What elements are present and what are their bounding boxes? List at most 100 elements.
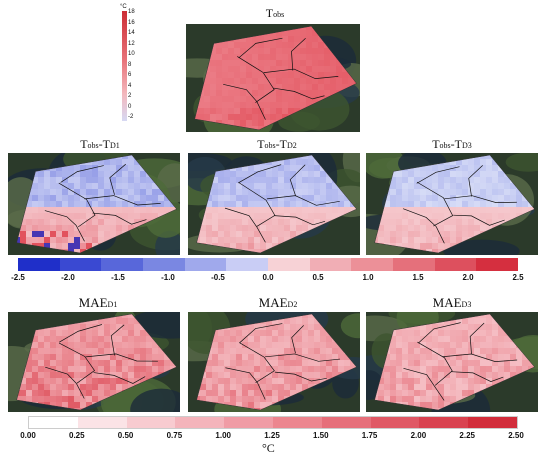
data-cell	[396, 384, 402, 390]
country-border	[417, 341, 453, 386]
data-cell	[92, 201, 98, 207]
data-cell	[110, 213, 116, 219]
data-cell	[62, 330, 68, 336]
domain-outline	[196, 154, 357, 254]
data-cell	[260, 402, 266, 408]
data-cell	[278, 189, 284, 195]
data-cell	[56, 213, 62, 219]
data-cell	[264, 78, 270, 84]
data-cell	[414, 195, 420, 201]
data-cell	[300, 48, 306, 54]
data-cell	[38, 336, 44, 342]
scale-tick: 14	[128, 30, 135, 36]
data-cell	[486, 384, 492, 390]
data-cell	[44, 336, 50, 342]
data-cell	[378, 378, 384, 384]
data-cell	[128, 372, 134, 378]
data-cell	[98, 207, 104, 213]
data-cell	[98, 348, 104, 354]
data-cell	[222, 84, 228, 90]
data-cell	[306, 72, 312, 78]
data-cell	[492, 378, 498, 384]
data-cell	[98, 159, 104, 165]
data-cell	[242, 165, 248, 171]
data-cell	[140, 189, 146, 195]
data-cell	[74, 189, 80, 195]
scale-tick: 6	[128, 72, 132, 78]
data-cell	[248, 354, 254, 360]
data-cell	[80, 225, 86, 231]
data-cell	[420, 348, 426, 354]
terrain-patch	[130, 388, 180, 412]
data-cell	[468, 366, 474, 372]
data-cell	[218, 372, 224, 378]
data-cell	[38, 390, 44, 396]
data-cell	[314, 318, 320, 324]
data-cell	[432, 219, 438, 225]
data-cell	[116, 318, 122, 324]
data-cell	[432, 366, 438, 372]
data-cell	[92, 360, 98, 366]
data-cell	[80, 195, 86, 201]
data-cell	[80, 165, 86, 171]
data-cell	[522, 201, 528, 207]
data-cell	[140, 366, 146, 372]
data-cell	[296, 342, 302, 348]
data-cell	[462, 189, 468, 195]
data-cell	[212, 372, 218, 378]
data-cell	[44, 219, 50, 225]
data-cell	[260, 396, 266, 402]
data-cell	[438, 330, 444, 336]
data-cell	[134, 207, 140, 213]
data-cell	[254, 213, 260, 219]
data-cell	[234, 90, 240, 96]
data-cell	[504, 183, 510, 189]
data-cell	[438, 231, 444, 237]
colorbar-label: 2.50	[508, 431, 524, 440]
data-cell	[318, 78, 324, 84]
data-cell	[302, 213, 308, 219]
data-cell	[98, 183, 104, 189]
data-cell	[230, 360, 236, 366]
data-cell	[498, 201, 504, 207]
data-cell	[248, 360, 254, 366]
data-cell	[68, 360, 74, 366]
data-cell	[492, 177, 498, 183]
data-cell	[332, 207, 338, 213]
country-border	[273, 215, 326, 226]
colorbar-label: -1.0	[161, 273, 175, 282]
data-cell	[414, 171, 420, 177]
data-cell	[74, 336, 80, 342]
data-cell	[224, 342, 230, 348]
data-cell	[206, 195, 212, 201]
data-cell	[444, 189, 450, 195]
data-cell	[86, 207, 92, 213]
data-cell	[462, 165, 468, 171]
data-cell	[320, 348, 326, 354]
data-cell	[308, 165, 314, 171]
data-cell	[116, 336, 122, 342]
data-cell	[312, 66, 318, 72]
data-cell	[240, 96, 246, 102]
data-cell	[450, 366, 456, 372]
data-cell	[50, 402, 56, 408]
data-cell	[390, 342, 396, 348]
scale-unit: °C	[120, 4, 127, 10]
data-cell	[228, 66, 234, 72]
data-cell	[266, 348, 272, 354]
data-cell	[266, 165, 272, 171]
data-cell	[444, 324, 450, 330]
data-cell	[152, 213, 158, 219]
data-cell	[320, 330, 326, 336]
data-cell	[230, 330, 236, 336]
data-cell	[318, 96, 324, 102]
data-cell	[198, 102, 204, 108]
data-cell	[128, 195, 134, 201]
data-cell	[230, 390, 236, 396]
data-cell	[128, 165, 134, 171]
data-cell	[264, 60, 270, 66]
data-cell	[420, 237, 426, 243]
data-cell	[252, 72, 258, 78]
data-cell	[68, 207, 74, 213]
data-cell	[492, 366, 498, 372]
